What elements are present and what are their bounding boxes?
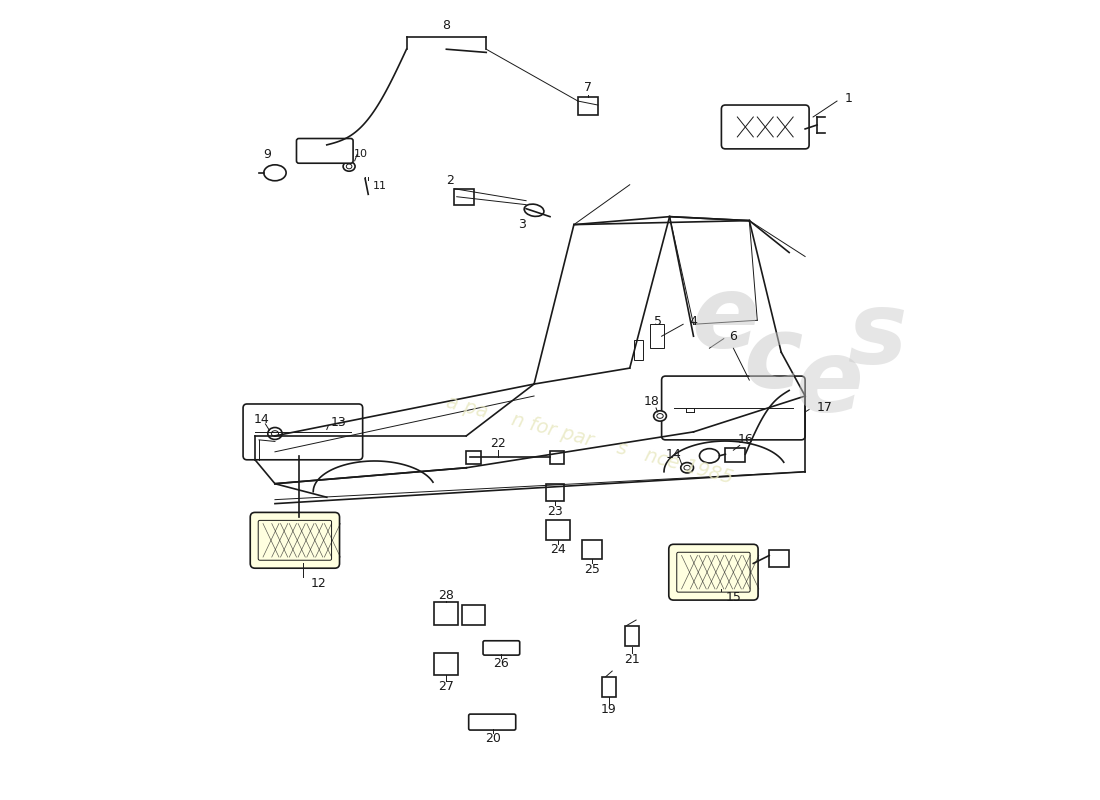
- Text: 10: 10: [354, 150, 368, 159]
- FancyBboxPatch shape: [676, 552, 750, 592]
- FancyBboxPatch shape: [546, 519, 570, 539]
- Ellipse shape: [346, 164, 352, 169]
- FancyBboxPatch shape: [669, 544, 758, 600]
- Text: e: e: [692, 272, 759, 369]
- FancyBboxPatch shape: [434, 653, 459, 675]
- Ellipse shape: [525, 204, 543, 216]
- Text: 14: 14: [666, 448, 681, 461]
- FancyBboxPatch shape: [625, 626, 639, 646]
- Text: 12: 12: [311, 577, 327, 590]
- FancyBboxPatch shape: [466, 451, 481, 464]
- FancyBboxPatch shape: [602, 677, 616, 697]
- FancyBboxPatch shape: [650, 324, 664, 348]
- Text: 8: 8: [442, 19, 450, 32]
- FancyBboxPatch shape: [258, 520, 331, 560]
- Ellipse shape: [267, 427, 282, 439]
- Text: 27: 27: [439, 681, 454, 694]
- Text: s: s: [847, 288, 906, 385]
- Ellipse shape: [653, 410, 667, 421]
- FancyBboxPatch shape: [454, 189, 474, 205]
- FancyBboxPatch shape: [661, 376, 805, 440]
- Text: 21: 21: [624, 653, 640, 666]
- Ellipse shape: [684, 466, 691, 470]
- Text: 5: 5: [653, 315, 661, 328]
- FancyBboxPatch shape: [483, 641, 519, 655]
- Text: 1: 1: [845, 92, 853, 105]
- FancyBboxPatch shape: [434, 602, 459, 625]
- FancyBboxPatch shape: [788, 382, 803, 394]
- Text: 22: 22: [491, 438, 506, 450]
- Text: a pa    n for par    s   nce 1985: a pa n for par s nce 1985: [444, 392, 736, 487]
- Text: 19: 19: [601, 703, 617, 716]
- FancyBboxPatch shape: [297, 138, 353, 163]
- Ellipse shape: [700, 449, 719, 463]
- FancyBboxPatch shape: [546, 484, 563, 502]
- Text: c: c: [744, 312, 803, 409]
- FancyBboxPatch shape: [250, 513, 340, 568]
- Text: 14: 14: [253, 414, 270, 426]
- Text: 3: 3: [518, 218, 526, 231]
- FancyBboxPatch shape: [243, 404, 363, 460]
- FancyBboxPatch shape: [462, 605, 485, 625]
- Text: 17: 17: [817, 402, 833, 414]
- FancyBboxPatch shape: [634, 340, 643, 360]
- Text: 13: 13: [331, 416, 346, 429]
- Ellipse shape: [264, 165, 286, 181]
- Text: 25: 25: [584, 562, 601, 575]
- Text: 15: 15: [725, 591, 741, 604]
- Text: 9: 9: [263, 148, 271, 161]
- Text: 23: 23: [547, 505, 563, 518]
- FancyBboxPatch shape: [578, 97, 597, 114]
- Text: 24: 24: [550, 543, 565, 556]
- Text: 2: 2: [447, 174, 454, 187]
- Ellipse shape: [657, 414, 663, 418]
- Text: 16: 16: [737, 434, 754, 446]
- Text: 28: 28: [439, 589, 454, 602]
- Text: 4: 4: [690, 315, 697, 328]
- Text: 18: 18: [645, 395, 660, 408]
- FancyBboxPatch shape: [550, 451, 564, 464]
- FancyBboxPatch shape: [769, 550, 789, 567]
- Text: 11: 11: [373, 182, 387, 191]
- Text: 26: 26: [494, 657, 509, 670]
- Text: 7: 7: [584, 81, 592, 94]
- Text: 6: 6: [729, 330, 737, 342]
- FancyBboxPatch shape: [582, 539, 602, 559]
- Ellipse shape: [343, 162, 355, 171]
- Text: e: e: [795, 335, 864, 433]
- FancyBboxPatch shape: [725, 448, 746, 462]
- Ellipse shape: [681, 462, 693, 473]
- Ellipse shape: [272, 430, 278, 436]
- Text: 20: 20: [485, 732, 501, 746]
- FancyBboxPatch shape: [722, 105, 810, 149]
- FancyBboxPatch shape: [469, 714, 516, 730]
